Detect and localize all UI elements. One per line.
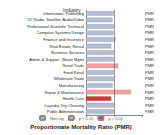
svg-text:TV, Radio, Satellite, Audio/Vi: TV, Radio, Satellite, Audio/Video <box>27 17 85 22</box>
svg-text:Health Care: Health Care <box>63 96 85 101</box>
svg-text:Retail Trade: Retail Trade <box>62 63 84 68</box>
svg-text:Wholesale Trade: Wholesale Trade <box>54 76 85 81</box>
svg-text:Computer Systems Design: Computer Systems Design <box>36 30 84 35</box>
svg-text:PMR: PMR <box>145 17 154 22</box>
svg-text:Proportionate Mortality Ratio: Proportionate Mortality Ratio (PMR) <box>30 124 132 130</box>
svg-text:Laundry, Dry Cleaning: Laundry, Dry Cleaning <box>44 103 84 108</box>
svg-text:Finance and Insurance: Finance and Insurance <box>43 37 84 42</box>
svg-text:PMR: PMR <box>145 44 154 49</box>
svg-text:PMR: PMR <box>145 30 154 35</box>
svg-text:Food Retail: Food Retail <box>64 70 85 75</box>
svg-text:PMR: PMR <box>145 70 154 75</box>
svg-text:Real Estate, Rental: Real Estate, Rental <box>50 44 85 49</box>
svg-text:Business Services: Business Services <box>51 50 84 55</box>
svg-text:Admin & Support, Waste Mgmt: Admin & Support, Waste Mgmt <box>29 57 85 62</box>
svg-text:Public Administration: Public Administration <box>47 109 84 114</box>
svg-text:PMR: PMR <box>145 37 154 42</box>
svg-text:PMR: PMR <box>145 83 154 88</box>
svg-text:PMR: PMR <box>145 57 154 62</box>
svg-text:PMR: PMR <box>145 24 154 29</box>
svg-text:Information, Publishing: Information, Publishing <box>43 10 84 16</box>
svg-text:Manufacturing: Manufacturing <box>59 83 84 88</box>
svg-text:PMR: PMR <box>145 11 154 16</box>
svg-text:PMR: PMR <box>145 63 154 68</box>
svg-text:p < 0.05: p < 0.05 <box>79 116 94 121</box>
svg-text:p < 0.01: p < 0.01 <box>108 116 123 121</box>
svg-text:PMR: PMR <box>145 109 154 114</box>
svg-text:Industry: Industry <box>63 7 81 13</box>
svg-text:Non-sig: Non-sig <box>50 116 64 121</box>
svg-text:Repair & Maintenance: Repair & Maintenance <box>44 90 84 95</box>
svg-text:PMR: PMR <box>145 96 154 101</box>
svg-text:Professional Scientific Techni: Professional Scientific Technical <box>27 24 84 29</box>
svg-text:PMR: PMR <box>145 50 154 55</box>
svg-text:PMR: PMR <box>145 76 154 81</box>
svg-text:PMR: PMR <box>145 90 154 95</box>
svg-text:PMR: PMR <box>145 103 154 108</box>
